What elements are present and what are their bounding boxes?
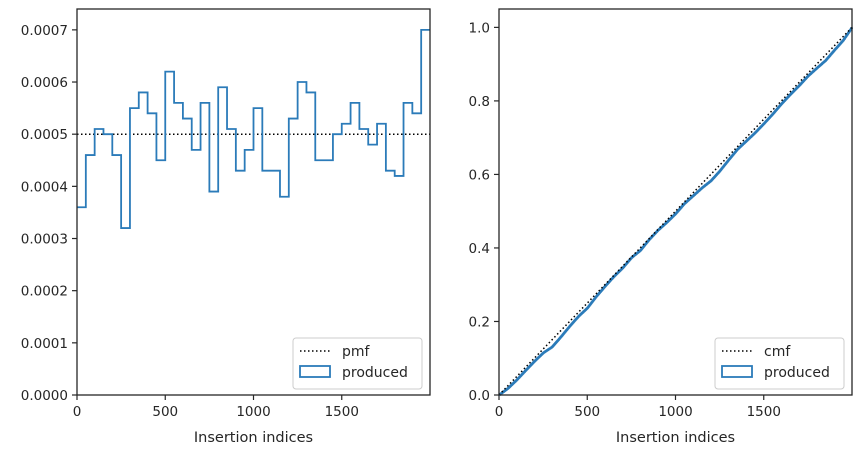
- pmf-chart: 0.0000 0.0001 0.0002 0.0003 0.0004 0.0005 0.00…: [21, 8, 431, 446]
- cmf-legend-cmf-label: cmf: [764, 344, 791, 360]
- pmf-legend: pmf produced: [292, 337, 423, 390]
- cmf-x-tick-label: 1000: [658, 404, 692, 420]
- cmf-legend-produced-swatch: [721, 365, 753, 378]
- pmf-x-tick-label: 0: [73, 404, 82, 420]
- cmf-x-tick-label: 1500: [747, 404, 781, 420]
- cmf-y-tick-label: 0.6: [469, 167, 490, 183]
- pmf-y-tick-label: 0.0002: [21, 284, 68, 300]
- pmf-chart-frame: [76, 8, 431, 396]
- cmf-legend-produced-label: produced: [764, 365, 830, 381]
- cmf-chart: 0.0 0.2 0.4 0.6 0.8 1.0 0 500 1000 1500 Insertio…: [469, 8, 853, 446]
- cmf-chart-background: [499, 9, 852, 395]
- pmf-y-tick-label: 0.0006: [21, 75, 68, 91]
- pmf-legend-produced-label: produced: [342, 365, 408, 381]
- pmf-x-tick-label: 1500: [325, 404, 359, 420]
- cmf-reference-line: [498, 26, 853, 396]
- cmf-x-ticks: 0 500 1000 1500: [495, 395, 781, 420]
- pmf-x-axis-label: Insertion indices: [194, 430, 313, 446]
- cmf-y-tick-label: 1.0: [469, 20, 490, 36]
- pmf-y-tick-label: 0.0003: [21, 232, 68, 248]
- cmf-y-tick-label: 0.0: [469, 388, 490, 404]
- cmf-x-tick-label: 500: [574, 404, 600, 420]
- pmf-chart-background: [77, 9, 430, 395]
- pmf-x-tick-label: 500: [152, 404, 178, 420]
- cmf-x-tick-label: 0: [495, 404, 504, 420]
- cmf-y-ticks: 0.0 0.2 0.4 0.6 0.8 1.0: [469, 20, 499, 404]
- cmf-produced-step-line: [498, 27, 853, 396]
- pmf-y-tick-label: 0.0004: [21, 179, 68, 195]
- pmf-y-tick-label: 0.0000: [21, 388, 68, 404]
- pmf-produced-step-line: [77, 28, 430, 229]
- cmf-y-tick-label: 0.8: [469, 94, 490, 110]
- cmf-y-tick-label: 0.2: [469, 314, 490, 330]
- cmf-x-axis-label: Insertion indices: [616, 430, 735, 446]
- pmf-legend-pmf-label: pmf: [342, 344, 371, 360]
- pmf-y-ticks: 0.0000 0.0001 0.0002 0.0003 0.0004 0.0005 0.00…: [21, 23, 77, 404]
- pmf-x-tick-label: 1000: [236, 404, 270, 420]
- cmf-chart-frame: [498, 8, 853, 396]
- pmf-y-tick-label: 0.0007: [21, 23, 68, 39]
- pmf-y-tick-label: 0.0005: [21, 127, 68, 143]
- pmf-legend-produced-swatch: [299, 365, 331, 378]
- cmf-legend: cmf produced: [714, 337, 845, 390]
- pmf-x-ticks: 0 500 1000 1500: [73, 395, 359, 420]
- cmf-y-tick-label: 0.4: [469, 241, 490, 257]
- pmf-y-tick-label: 0.0001: [21, 336, 68, 352]
